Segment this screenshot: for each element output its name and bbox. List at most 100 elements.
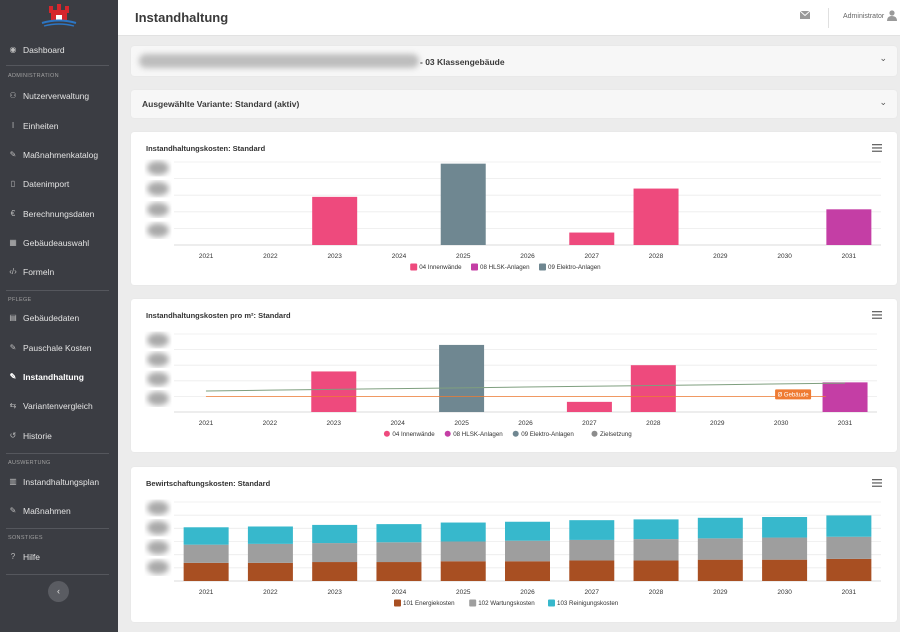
chart-bewirtschaftungskosten: 2021 2022 2023 2024 2025 2026 2027 2028 2029 2030…: [147, 501, 881, 607]
menu-icon[interactable]: [872, 479, 882, 487]
header-divider: [828, 8, 829, 28]
x-tick-label: 2031: [842, 589, 857, 596]
bar-2027-103 Reinigungskosten: [569, 520, 615, 540]
user-icon[interactable]: [887, 10, 897, 21]
x-tick-label: 2022: [263, 253, 278, 260]
variant-panel[interactable]: Ausgewählte Variante: Standard (aktiv) ⌄: [131, 90, 897, 118]
bar-2023-04 Innenwände: [312, 196, 358, 245]
bar-2029-102 Wartungskosten: [697, 538, 743, 560]
users-icon: ⚇: [9, 91, 17, 100]
bar-2023-102 Wartungskosten: [312, 543, 358, 563]
euro-icon: €: [10, 209, 16, 218]
x-tick-label: 2027: [585, 589, 600, 596]
legend-label: 101 Energiekosten: [403, 600, 455, 607]
user-name[interactable]: Administrator: [843, 13, 885, 20]
menu-icon[interactable]: [872, 311, 882, 319]
sidebar: ◉ Dashboard ADMINISTRATION ⚇ Nutzerverwalt…: [0, 0, 118, 632]
chart-title: Instandhaltungskosten pro m²: Standard: [146, 311, 291, 320]
chart-card-instandhaltungskosten: Instandhaltungskosten: Standard 2021 2022…: [131, 132, 897, 285]
building-icon: ▦: [9, 238, 17, 247]
sidebar-item-instandhaltungsplan[interactable]: ▥ Instandhaltungsplan: [0, 471, 118, 493]
bar-2025-101 Energiekosten: [440, 561, 486, 581]
sidebar-item-label: Maßnahmen: [23, 506, 71, 516]
bar-2025-09 Elektro-Anlagen: [440, 163, 486, 245]
x-tick-label: 2026: [520, 589, 535, 596]
wrench-icon: ✎: [9, 506, 17, 515]
sidebar-item-einheiten[interactable]: ǀ Einheiten: [0, 115, 118, 137]
legend-marker: [512, 430, 519, 437]
hamburg-logo-icon: [41, 4, 77, 27]
bar-2031-08 HLSK-Anlagen: [822, 382, 868, 412]
x-tick-label: 2023: [327, 253, 342, 260]
redacted-y-tick: [147, 560, 169, 575]
map-icon: ▥: [9, 477, 17, 486]
bar-2023-04 Innenwände: [311, 371, 357, 412]
sidebar-item-datenimport[interactable]: ▯ Datenimport: [0, 173, 118, 195]
line-Zielsetzung: [205, 382, 846, 392]
sidebar-item-nutzerverwaltung[interactable]: ⚇ Nutzerverwaltung: [0, 85, 118, 107]
sidebar-item-massnahmenkatalog[interactable]: ✎ Maßnahmenkatalog: [0, 144, 118, 166]
sidebar-item-dashboard[interactable]: ◉ Dashboard: [0, 39, 118, 61]
x-tick-label: 2026: [520, 253, 535, 260]
divider: [6, 528, 109, 529]
bar-2029-101 Energiekosten: [697, 559, 743, 581]
bar-2026-103 Reinigungskosten: [505, 521, 550, 541]
sidebar-item-label: Historie: [23, 431, 52, 441]
sidebar-item-berechnungsdaten[interactable]: € Berechnungsdaten: [0, 203, 118, 225]
sidebar-item-instandhaltung[interactable]: ✎ Instandhaltung: [0, 366, 118, 388]
bar-2031-101 Energiekosten: [826, 558, 872, 581]
legend-marker: [383, 430, 390, 437]
x-tick-label: 2022: [263, 420, 278, 427]
sidebar-item-historie[interactable]: ↺ Historie: [0, 425, 118, 447]
bar-2028-101 Energiekosten: [633, 560, 679, 581]
redacted-y-tick: [147, 352, 169, 367]
sidebar-item-label: Pauschale Kosten: [23, 343, 92, 353]
sidebar-item-pauschale-kosten[interactable]: ✎ Pauschale Kosten: [0, 337, 118, 359]
chevron-down-icon[interactable]: ⌄: [879, 53, 887, 63]
sidebar-item-variantenvergleich[interactable]: ⇆ Variantenvergleich: [0, 395, 118, 417]
sidebar-item-label: Hilfe: [23, 552, 41, 562]
sidebar-item-massnahmen[interactable]: ✎ Maßnahmen: [0, 500, 118, 522]
bar-2028-04 Innenwände: [630, 365, 676, 412]
sidebar-item-label: Gebäudedaten: [23, 313, 80, 323]
sidebar-item-label: Dashboard: [23, 45, 65, 55]
bar-2025-09 Elektro-Anlagen: [439, 344, 485, 412]
legend-label: 08 HLSK-Anlagen: [480, 264, 530, 271]
bar-2031-103 Reinigungskosten: [826, 515, 872, 537]
redacted-y-tick: [147, 372, 169, 386]
reference-label: Ø Gebäude: [778, 392, 810, 398]
collapse-sidebar-button[interactable]: ‹: [48, 581, 69, 602]
chart-card-instandhaltungskosten-pro-m2: Instandhaltungskosten pro m²: Standard 2…: [131, 299, 897, 452]
history-icon: ↺: [9, 431, 17, 440]
x-tick-label: 2026: [518, 420, 533, 427]
x-tick-label: 2031: [842, 253, 857, 260]
x-tick-label: 2025: [454, 420, 469, 427]
x-tick-label: 2023: [327, 589, 342, 596]
legend-label: 08 HLSK-Anlagen: [453, 431, 503, 438]
bar-2027-04 Innenwände: [566, 401, 612, 412]
sidebar-item-gebaeudeauswahl[interactable]: ▦ Gebäudeauswahl: [0, 232, 118, 254]
x-tick-label: 2022: [263, 589, 278, 596]
legend-label: 09 Elektro-Anlagen: [548, 264, 601, 271]
mail-icon[interactable]: [800, 11, 810, 19]
menu-icon[interactable]: [872, 144, 882, 152]
bar-2030-103 Reinigungskosten: [762, 517, 808, 538]
x-tick-label: 2030: [777, 589, 792, 596]
bar-2025-103 Reinigungskosten: [440, 522, 486, 542]
legend-marker: [444, 430, 451, 437]
sidebar-item-formeln[interactable]: ‹/› Formeln: [0, 261, 118, 283]
building-panel[interactable]: - 03 Klassengebäude ⌄: [131, 46, 897, 76]
legend-label: 102 Wartungskosten: [478, 600, 535, 607]
redacted-building-name: [139, 54, 419, 68]
redacted-y-tick: [147, 333, 169, 347]
bar-2031-08 HLSK-Anlagen: [826, 209, 872, 245]
redacted-y-tick: [147, 181, 169, 196]
redacted-y-tick: [147, 391, 169, 406]
variant-panel-label: Ausgewählte Variante: Standard (aktiv): [142, 99, 300, 109]
x-tick-label: 2024: [392, 589, 407, 596]
sidebar-item-hilfe[interactable]: ? Hilfe: [0, 546, 118, 568]
sidebar-item-gebaeudedaten[interactable]: ▤ Gebäudedaten: [0, 307, 118, 329]
legend-marker: [471, 263, 478, 271]
bar-2021-102 Wartungskosten: [183, 544, 229, 563]
chevron-down-icon[interactable]: ⌄: [879, 97, 887, 107]
